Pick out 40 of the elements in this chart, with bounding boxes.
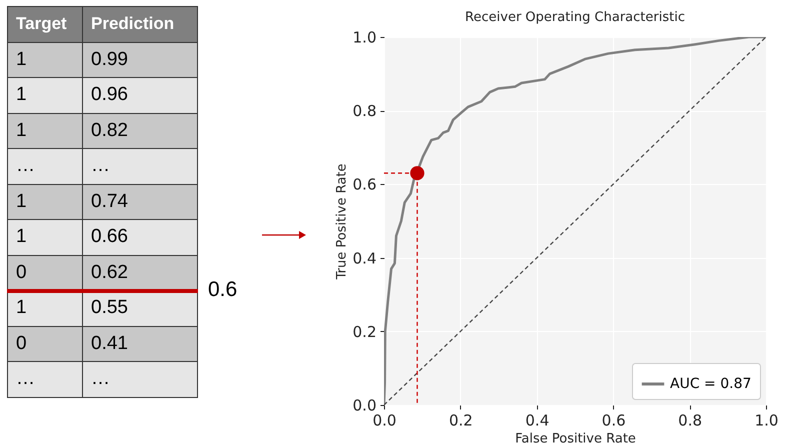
- text: 1: [8, 78, 82, 113]
- x-tick-label: 1.0: [754, 412, 778, 430]
- line-series: [384, 37, 766, 405]
- text: 0.74: [82, 184, 198, 220]
- x-tick-label: 0.8: [678, 412, 702, 430]
- text: 1: [8, 113, 82, 148]
- x-tick-label: 0.2: [448, 412, 473, 430]
- text: …: [82, 148, 198, 184]
- text: 0.41: [82, 326, 198, 362]
- y-tick-label: 0.0: [352, 396, 376, 414]
- text: 1: [8, 290, 82, 326]
- text: 0.62: [82, 255, 198, 290]
- text: …: [82, 362, 198, 397]
- text: 0.96: [82, 78, 198, 113]
- y-tick-label: 0.2: [352, 322, 376, 341]
- text: 0.82: [82, 113, 198, 148]
- y-tick-label: 0.8: [352, 102, 376, 120]
- x-axis-title: False Positive Rate: [515, 432, 636, 444]
- x-tick-label: 0.4: [525, 412, 550, 430]
- category-label: Prediction: [82, 6, 198, 42]
- text: 0: [8, 255, 82, 290]
- y-tick-label: 0.4: [352, 249, 376, 268]
- x-tick-label: 0.6: [602, 412, 626, 430]
- x-tick-label: 0.0: [372, 412, 396, 430]
- text: 0.6: [208, 278, 238, 302]
- legend-label: AUC = 0.87: [670, 376, 752, 392]
- text: 0.99: [82, 42, 198, 78]
- text: 0.55: [82, 290, 198, 326]
- text: 1: [8, 42, 82, 78]
- text: 0: [8, 326, 82, 362]
- text: 0.66: [82, 220, 198, 255]
- chart-title: Receiver Operating Characteristic: [465, 10, 685, 25]
- category-label: Target: [8, 6, 82, 42]
- text: 1: [8, 220, 82, 255]
- text: 1: [8, 184, 82, 220]
- y-tick-label: 1.0: [352, 28, 376, 46]
- text: …: [8, 362, 82, 397]
- y-axis-title: True Positive Rate: [334, 164, 350, 280]
- y-tick-label: 0.6: [352, 176, 376, 194]
- text: …: [8, 148, 82, 184]
